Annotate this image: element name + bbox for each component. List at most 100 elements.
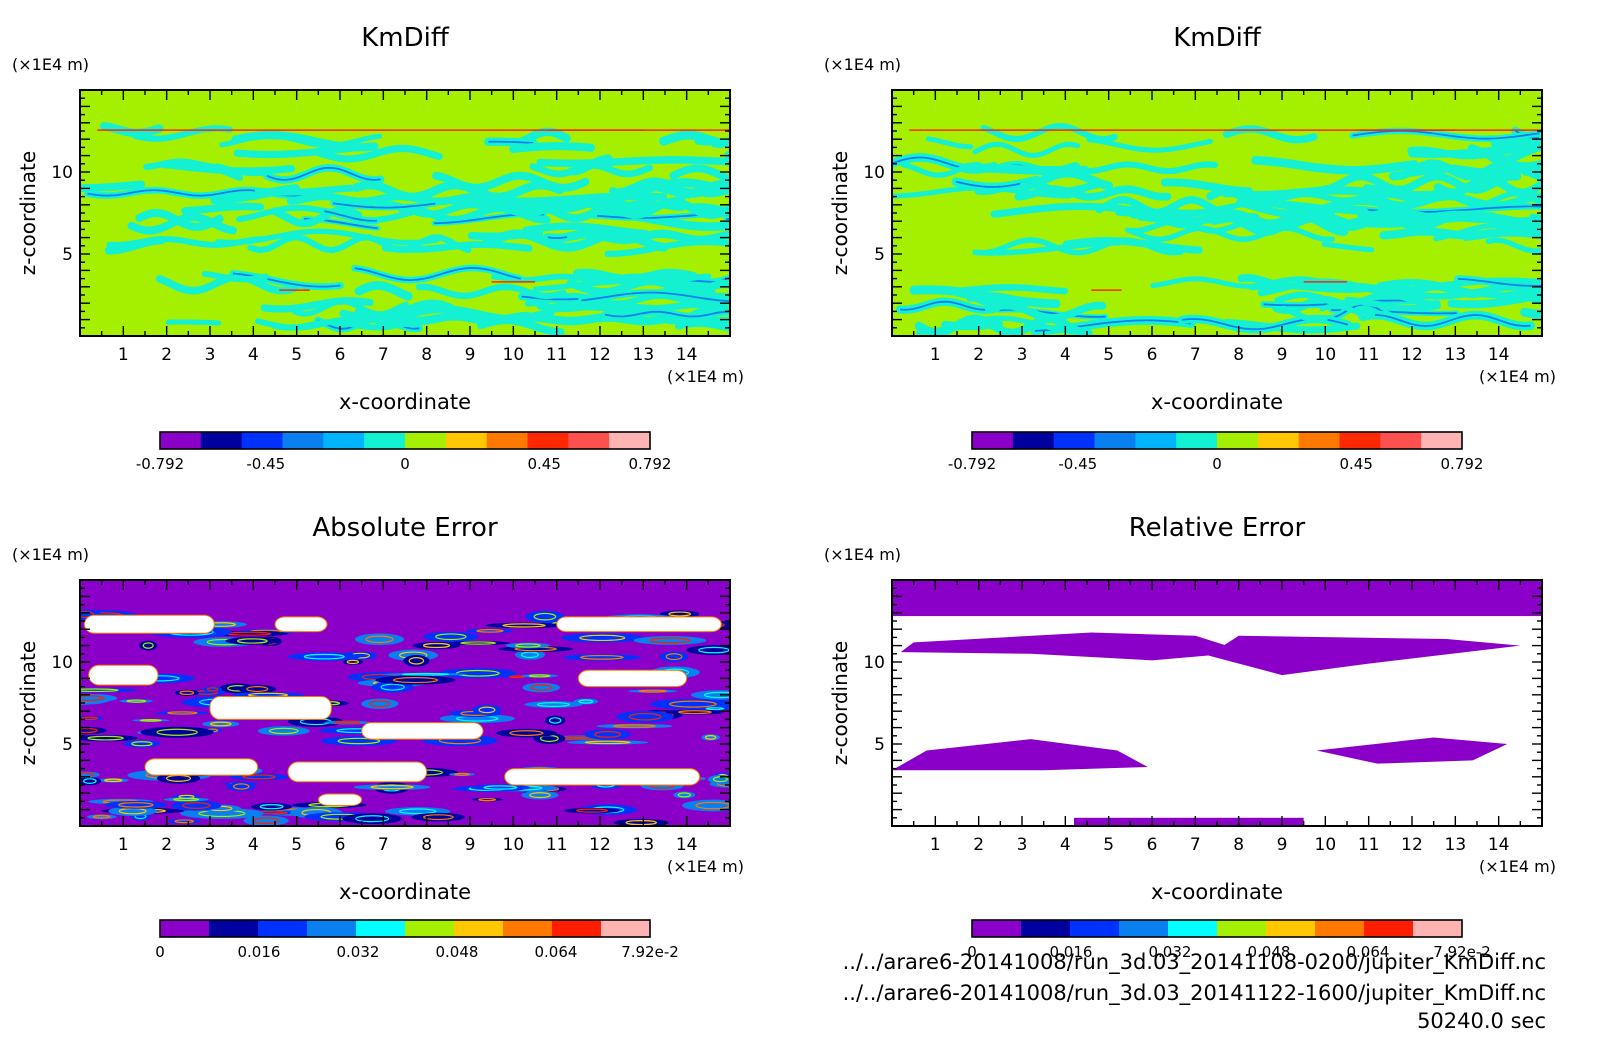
error-patch: [682, 799, 730, 812]
contour-line: [1362, 314, 1531, 327]
contour-band: [669, 164, 730, 184]
y-axis-label: z-coordinate: [16, 641, 40, 765]
contour-band: [980, 122, 1118, 143]
y-axis-label: z-coordinate: [16, 151, 40, 275]
error-patch: [438, 668, 517, 679]
colorbar-frame: [971, 431, 1463, 450]
x-axis-label: x-coordinate: [339, 390, 471, 414]
contour-band: [1084, 161, 1219, 175]
x-tick-label: 7: [378, 835, 389, 855]
contour-band: [1125, 225, 1335, 243]
contour-band: [132, 125, 233, 142]
contour-band: [1408, 142, 1542, 158]
error-contour: [584, 740, 631, 745]
error-contour: [131, 741, 153, 747]
x-tick-label: 10: [503, 345, 525, 365]
colorbar-segment: [1094, 432, 1136, 449]
y-axis-label: z-coordinate: [828, 151, 852, 275]
y-tick-label: 5: [874, 735, 885, 755]
colorbar-tick-label: 0.048: [1247, 943, 1290, 961]
x-tick-label: 8: [421, 835, 432, 855]
error-contour: [579, 634, 626, 642]
x-tick-label: 11: [1358, 835, 1380, 855]
x-tick-label: 8: [1233, 345, 1244, 365]
error-contour: [509, 730, 544, 737]
colorbar-tick-label: 0.016: [238, 943, 281, 961]
error-patch: [446, 641, 510, 646]
x-tick-label: 14: [676, 345, 698, 365]
contour-band: [219, 133, 383, 149]
error-contour: [460, 641, 497, 645]
y-unit-label: (×1E4 m): [824, 55, 901, 74]
x-tick-label: 11: [546, 835, 568, 855]
error-contour: [625, 819, 658, 826]
x-tick-label: 13: [1445, 345, 1467, 365]
error-patch: [411, 812, 466, 822]
x-tick-label: 6: [335, 835, 346, 855]
y-tick-label: 10: [51, 653, 73, 673]
contour-band: [1211, 208, 1432, 226]
error-contour: [398, 808, 437, 815]
error-contour: [594, 730, 622, 738]
error-patch: [423, 631, 479, 642]
colorbar-segment: [1315, 920, 1365, 937]
error-contour: [454, 772, 470, 776]
x-tick-label: 4: [1060, 345, 1071, 365]
colorbar-segment: [1012, 432, 1055, 449]
colorbar-segment: [552, 920, 602, 937]
colorbar-segment: [972, 432, 1014, 449]
x-tick-label: 12: [1401, 835, 1423, 855]
colorbar-tick-label: 0.45: [528, 455, 561, 473]
contour-field: [892, 122, 1542, 336]
x-tick-label: 5: [1103, 835, 1114, 855]
colorbar-tick-label: 7.92e-2: [621, 943, 679, 961]
x-tick-label: 3: [1017, 345, 1028, 365]
colorbar-segment: [209, 920, 259, 937]
error-contour: [483, 785, 518, 790]
error-patch: [288, 652, 361, 661]
panel-title: KmDiff: [1173, 23, 1262, 53]
error-contour: [337, 737, 381, 745]
contour-band: [1128, 218, 1282, 234]
colorbar-tick-label: 0.064: [534, 943, 577, 961]
error-contour: [423, 814, 454, 821]
x-tick-label: 13: [1445, 835, 1467, 855]
panel-title: KmDiff: [361, 23, 450, 53]
colorbar-segment: [200, 432, 243, 449]
error-contour: [167, 711, 198, 715]
contour-band: [1160, 178, 1253, 196]
contour-band: [415, 283, 567, 300]
x-tick-label: 13: [633, 345, 655, 365]
colorbar-segment: [486, 432, 528, 449]
error-contour: [303, 653, 345, 660]
error-patch: [439, 714, 515, 724]
colorbar-tick-label: 7.92e-2: [1433, 943, 1491, 961]
error-patch: [564, 807, 620, 814]
error-contour: [580, 654, 624, 660]
x-tick-label: 11: [1358, 345, 1380, 365]
contour-line: [266, 166, 381, 181]
error-contour: [365, 635, 394, 644]
contour-band: [233, 143, 363, 159]
y-unit-label: (×1E4 m): [12, 55, 89, 74]
error-patch: [227, 781, 256, 792]
panel-title: Absolute Error: [312, 513, 498, 543]
error-patch: [514, 649, 546, 660]
contour-band: [1150, 276, 1340, 289]
contour-band: [1280, 305, 1328, 324]
relative-error-region: [900, 632, 1248, 661]
error-patch: [701, 734, 720, 741]
error-patch: [238, 684, 277, 694]
colorbar: -0.792 -0.45 0 0.45 0.792: [948, 431, 1483, 473]
colorbar-segment: [160, 920, 210, 937]
error-patch: [584, 729, 631, 740]
y-unit-label: (×1E4 m): [824, 545, 901, 564]
error-contour: [156, 728, 198, 736]
error-contour: [173, 797, 200, 802]
colorbar-segment: [364, 432, 406, 449]
error-contour: [392, 677, 439, 684]
y-tick-label: 5: [62, 735, 73, 755]
error-contour: [678, 710, 712, 715]
